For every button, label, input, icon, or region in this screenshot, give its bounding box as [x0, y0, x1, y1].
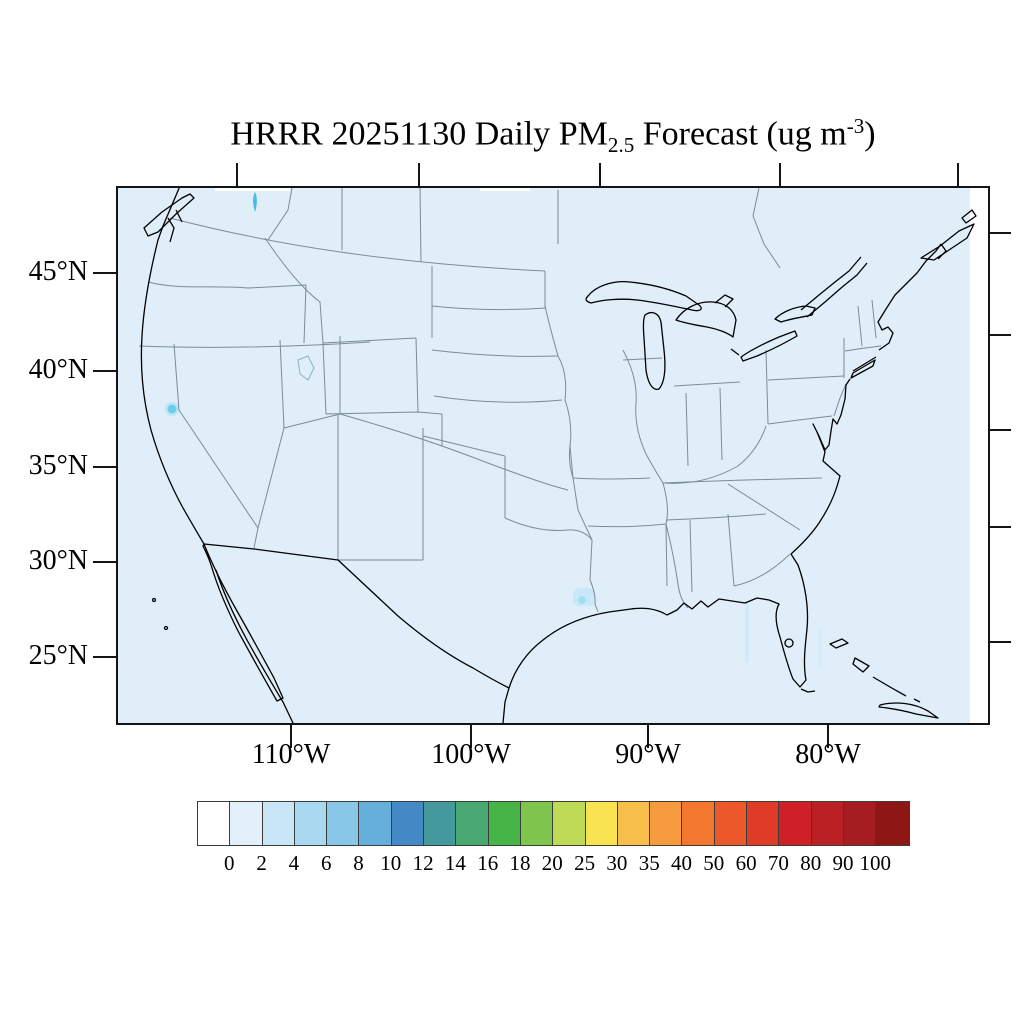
colorbar-tick-label: 40 — [671, 851, 692, 875]
y-axis-tick — [93, 370, 116, 372]
x-axis-label: 80°W — [795, 739, 861, 770]
colorbar — [197, 801, 910, 846]
colorbar-cell — [876, 802, 909, 845]
top-axis-tick — [418, 163, 420, 187]
colorbar-tick-label: 25 — [574, 851, 596, 875]
colorbar-tick-label: 80 — [800, 851, 822, 875]
x-axis-label: 90°W — [615, 739, 681, 770]
colorbar-cell — [488, 802, 521, 845]
colorbar-cell — [230, 802, 263, 845]
colorbar-cell — [747, 802, 780, 845]
colorbar-tick-label: 18 — [509, 851, 531, 875]
top-axis-tick — [599, 163, 601, 187]
colorbar-cell — [327, 802, 360, 845]
colorbar-tick-label: 6 — [320, 851, 332, 875]
colorbar-cell — [391, 802, 425, 845]
domain-edge-strip — [970, 188, 988, 723]
colorbar-tick-label: 14 — [444, 851, 466, 875]
colorbar-cell — [843, 802, 877, 845]
x-axis-tick — [827, 723, 829, 748]
colorbar-cell — [424, 802, 457, 845]
colorbar-cell — [779, 802, 812, 845]
top-axis-tick — [779, 163, 781, 187]
state-borders — [138, 188, 882, 613]
top-axis-tick — [236, 163, 238, 187]
right-axis-tick — [988, 526, 1011, 528]
us-map-svg — [138, 188, 988, 723]
y-axis-tick — [93, 561, 116, 563]
right-axis-tick — [988, 232, 1011, 234]
x-axis-tick — [290, 723, 292, 748]
colorbar-tick-label: 60 — [735, 851, 757, 875]
y-axis-label: 25°N — [28, 640, 88, 671]
x-axis-tick — [470, 723, 472, 748]
colorbar-tick-label: 20 — [541, 851, 563, 875]
y-axis-tick — [93, 466, 116, 468]
colorbar-tick-label: 70 — [767, 851, 789, 875]
colorbar-tick-label: 30 — [606, 851, 628, 875]
colorbar-cell — [811, 802, 844, 845]
y-axis-label: 35°N — [28, 450, 88, 481]
y-axis-label: 40°N — [28, 354, 88, 385]
colorbar-tick-label: 4 — [288, 851, 300, 875]
colorbar-cell — [553, 802, 586, 845]
colorbar-cell — [294, 802, 328, 845]
colorbar-cell — [520, 802, 554, 845]
colorbar-tick-label: 0 — [224, 851, 235, 875]
coastlines — [140, 188, 977, 723]
colorbar-cell — [714, 802, 748, 845]
y-axis-label: 30°N — [28, 545, 88, 576]
y-axis-tick — [93, 272, 116, 274]
colorbar-tick-label: 50 — [703, 851, 725, 875]
x-axis-tick — [647, 723, 649, 748]
colorbar-cell — [456, 802, 489, 845]
y-axis-label: 45°N — [28, 256, 88, 287]
y-axis-tick — [93, 656, 116, 658]
colorbar-tick-label: 2 — [256, 851, 267, 875]
colorbar-cell — [198, 802, 231, 845]
colorbar-tick-label: 90 — [832, 851, 854, 875]
right-axis-tick — [988, 334, 1011, 336]
colorbar-tick-label: 35 — [638, 851, 660, 875]
colorbar-tick-label: 100 — [859, 851, 892, 875]
colorbar-tick-label: 16 — [477, 851, 499, 875]
colorbar-cell — [682, 802, 715, 845]
colorbar-cell — [585, 802, 618, 845]
colorbar-cell — [359, 802, 392, 845]
colorbar-tick-label: 12 — [412, 851, 434, 875]
top-axis-tick — [957, 163, 959, 187]
colorbar-tick-label: 10 — [380, 851, 402, 875]
pm25-low-concentration-patches — [165, 192, 822, 668]
x-axis-label: 110°W — [251, 739, 331, 770]
x-axis-label: 100°W — [431, 739, 511, 770]
colorbar-cell — [650, 802, 683, 845]
map-panel — [116, 186, 990, 725]
colorbar-cell — [262, 802, 295, 845]
colorbar-tick-label: 8 — [353, 851, 364, 875]
colorbar-cell — [617, 802, 651, 845]
right-axis-tick — [988, 641, 1011, 643]
page-title: HRRR 20251130 Daily PM2.5 Forecast (ug m… — [230, 114, 876, 157]
right-axis-tick — [988, 429, 1011, 431]
